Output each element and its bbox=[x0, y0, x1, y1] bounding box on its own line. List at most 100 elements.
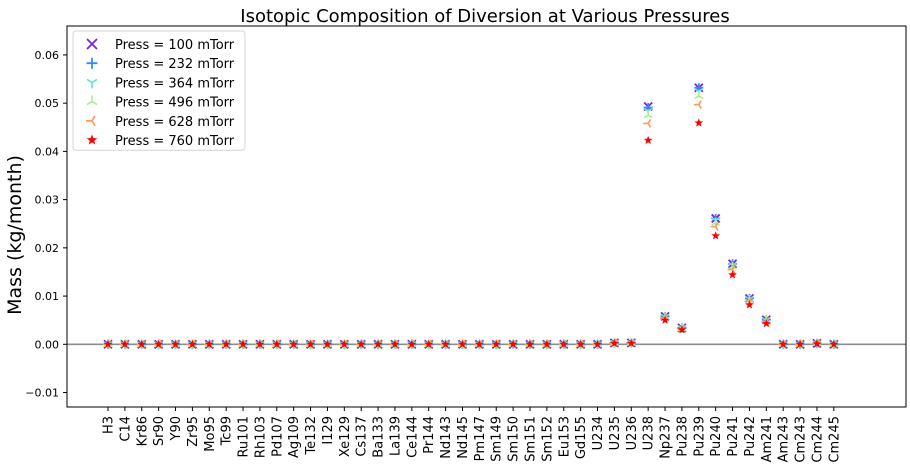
data-point bbox=[323, 339, 332, 349]
plot-area: −0.01 0.00 0.01 0.02 0.03 0.04 0.05 0.06 H3 C14 Kr… bbox=[25, 49, 906, 463]
x-tick-label: Xe129 bbox=[338, 416, 353, 457]
x-tick-label: Cm245 bbox=[827, 416, 842, 463]
legend: Press = 100 mTorr Press = 232 mTorr Press … bbox=[72, 30, 246, 151]
y-axis-label: Mass (kg/month) bbox=[4, 155, 26, 315]
data-point bbox=[795, 339, 805, 349]
data-point bbox=[778, 339, 788, 349]
x-tick-label: Sm150 bbox=[507, 416, 522, 462]
data-point bbox=[390, 339, 400, 349]
x-tick-label: Am241 bbox=[760, 416, 775, 462]
data-point bbox=[255, 339, 265, 349]
x-tick-label: H3 bbox=[102, 416, 117, 434]
legend-label: Press = 364 mTorr bbox=[115, 76, 235, 91]
legend-marker bbox=[86, 38, 98, 50]
data-point bbox=[204, 339, 214, 349]
data-point bbox=[171, 339, 180, 349]
data-point bbox=[474, 339, 484, 349]
y-tick-label: 0.00 bbox=[35, 338, 60, 351]
data-point bbox=[525, 339, 535, 349]
x-tick-label: Mo95 bbox=[203, 416, 218, 452]
x-tick-label: Te132 bbox=[304, 416, 319, 456]
data-point bbox=[458, 339, 467, 349]
x-tick-label: Eu153 bbox=[557, 416, 572, 457]
data-point bbox=[829, 339, 839, 349]
y-tick-label: 0.04 bbox=[35, 145, 60, 158]
x-tick-label: Sm151 bbox=[524, 416, 539, 462]
legend-label: Press = 232 mTorr bbox=[115, 57, 235, 72]
legend-box bbox=[72, 30, 246, 151]
data-point bbox=[710, 222, 719, 232]
x-tick-label: Pu239 bbox=[692, 416, 707, 457]
legend-marker bbox=[86, 95, 98, 106]
data-point bbox=[306, 339, 315, 349]
y-tick-label: 0.02 bbox=[35, 242, 60, 255]
x-tick-label: Pu238 bbox=[675, 416, 690, 457]
chart-title: Isotopic Composition of Diversion at Var… bbox=[240, 6, 729, 27]
data-point bbox=[373, 339, 383, 349]
x-tick-label: Am243 bbox=[777, 416, 792, 462]
data-point bbox=[441, 339, 450, 349]
y-tick-label: 0.05 bbox=[35, 97, 60, 110]
data-point bbox=[356, 339, 366, 349]
x-tick-label: U234 bbox=[591, 416, 606, 450]
data-point bbox=[289, 339, 299, 349]
x-tick-label: Pr144 bbox=[422, 416, 437, 454]
x-tick-label: Ba133 bbox=[372, 416, 387, 458]
data-point bbox=[626, 338, 636, 348]
data-point bbox=[154, 339, 164, 349]
x-tick-label: Pu240 bbox=[709, 416, 724, 457]
x-tick-label: Ce144 bbox=[405, 416, 420, 458]
plot-frame bbox=[66, 25, 907, 408]
legend-label: Press = 760 mTorr bbox=[115, 134, 235, 149]
data-point bbox=[643, 110, 653, 119]
x-tick-label: Y90 bbox=[169, 416, 184, 441]
data-point bbox=[745, 300, 754, 309]
x-tick-label: Cm243 bbox=[794, 416, 809, 463]
x-tick-label: I129 bbox=[321, 416, 336, 445]
x-tick-label: Cs137 bbox=[355, 416, 370, 457]
data-point bbox=[407, 339, 417, 349]
data-point bbox=[137, 339, 147, 349]
data-point bbox=[643, 119, 652, 128]
data-point bbox=[727, 265, 736, 274]
x-tick-label: U235 bbox=[608, 416, 623, 450]
x-tick-label: U238 bbox=[642, 416, 657, 450]
data-point bbox=[660, 315, 670, 324]
x-tick-label: Pu242 bbox=[743, 416, 758, 457]
legend-marker bbox=[86, 78, 98, 89]
x-tick-label: Nd145 bbox=[456, 416, 471, 459]
data-point bbox=[812, 339, 822, 348]
data-point bbox=[643, 135, 653, 145]
x-tick-label: Pu241 bbox=[726, 416, 741, 457]
y-tick-label: 0.03 bbox=[35, 194, 60, 207]
x-tick-label: Rh103 bbox=[253, 416, 268, 458]
x-tick-label: Cm244 bbox=[810, 416, 825, 463]
data-point bbox=[120, 339, 130, 349]
x-tick-label: Sm152 bbox=[540, 416, 555, 462]
x-tick-label: Nd143 bbox=[439, 416, 454, 459]
data-point bbox=[491, 339, 501, 349]
x-tick-label: Gd155 bbox=[574, 416, 589, 459]
x-tick-label: Np237 bbox=[659, 416, 674, 459]
x-tick-label: Pm147 bbox=[473, 416, 488, 461]
data-point bbox=[693, 100, 702, 110]
data-point bbox=[761, 318, 771, 328]
x-tick-label: Sr90 bbox=[152, 416, 167, 446]
data-point bbox=[677, 325, 687, 334]
x-tick-label: La139 bbox=[388, 416, 403, 456]
data-point bbox=[593, 339, 602, 349]
x-tick-label: Ru101 bbox=[237, 416, 252, 458]
data-point bbox=[508, 339, 518, 349]
x-tick-label: U236 bbox=[625, 416, 640, 450]
data-point bbox=[238, 339, 248, 349]
legend-marker bbox=[86, 57, 98, 69]
y-tick-label: 0.06 bbox=[35, 49, 60, 62]
data-point bbox=[542, 339, 552, 349]
data-point bbox=[221, 339, 231, 349]
legend-marker bbox=[86, 134, 98, 145]
data-point bbox=[272, 339, 282, 349]
x-tick-label: Tc99 bbox=[220, 416, 235, 446]
x-tick-label: C14 bbox=[118, 416, 133, 442]
data-point bbox=[424, 339, 434, 349]
